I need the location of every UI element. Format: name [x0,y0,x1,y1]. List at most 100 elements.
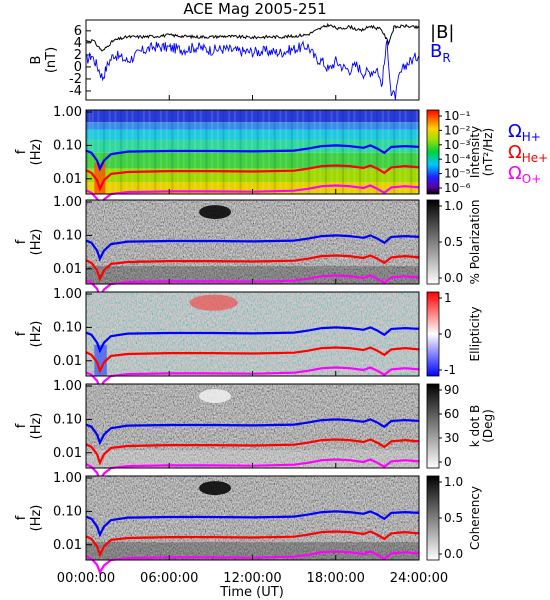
spectrogram-streak [347,110,350,194]
spectrogram-streak [364,110,367,194]
x-tick-label: 12:00:00 [223,571,281,586]
spec-ylabel-unit: (Hz) [29,505,44,532]
spectrogram-streak [307,110,310,194]
x-axis-label: Time (UT) [219,585,284,600]
colorbar-tick-label: 10⁻⁶ [444,181,471,195]
ion-legend: ΩH+ ΩHe+ ΩO+ [508,121,548,186]
spectrogram-panel-5: 1.00 0.10 0.01 f (Hz) 1.0 0.5 0.0 Coherency [14,471,482,575]
gyrofrequency-curve-heplus [85,164,420,192]
spec-ytick-label: 0.01 [53,262,82,277]
b-ylabel-unit: (nT) [44,47,59,73]
legend-oplus-symbol: Ω [508,163,522,184]
gyrofrequency-curve-heplus [85,254,420,282]
grayscale-blob [199,205,232,220]
legend-abs-b: |B| [430,22,454,43]
gyrofrequency-curve-heplus [85,438,420,466]
colorbar-tick-label: 60 [444,407,459,421]
spectrogram-streak [103,110,106,194]
spectrogram-streak [108,110,111,194]
colorbar-tick-label: 10⁻¹ [444,109,471,123]
spectrogram-streak [398,110,401,194]
spec-ytick-label: 0.01 [53,446,82,461]
colorbar-title: Ellipticity [468,307,482,362]
spectrogram-streak [279,110,282,194]
spec-ytick-label: 0.10 [53,138,82,153]
spectrogram-streak [393,110,396,194]
colorbar-tick-label: 30 [444,431,459,445]
spectrogram-streak [387,110,390,194]
spec-ytick-label: 1.00 [53,195,82,210]
legend-br-main: B [430,41,442,62]
spec-ytick-label: 1.00 [53,379,82,394]
spectrogram-streak [114,110,117,194]
legend-br: BR [430,41,451,65]
colorbar-title: k dot B [468,405,482,447]
x-tick-label: 18:00:00 [307,571,365,586]
spectrogram-streak [359,110,362,194]
gyrofrequency-curve-hplus [85,418,420,446]
gyrofrequency-curve-hplus [85,144,420,172]
spectrogram-streak [290,110,293,194]
b-ylabel-b: B [29,56,44,65]
colorbar [426,475,440,561]
legend-heplus: ΩHe+ [508,142,548,165]
spectrogram-panels: 1.000.100.01f (Hz)10⁻¹10⁻²10⁻³10⁻⁴10⁻⁵10⁻… [14,105,495,575]
spectrogram-streak [376,110,379,194]
spectrogram-band [86,129,419,140]
figure-title: ACE Mag 2005-251 [183,0,326,18]
x-tick-label: 00:00:00 [57,571,115,586]
colorbar-title: Intensity [468,126,482,178]
gyrofrequency-curve-hplus [85,234,420,262]
b-ytick-label: 0 [74,60,82,75]
spectrogram-streak [319,110,322,194]
spectrogram-streak [97,110,100,194]
colorbar-title: Coherency [468,486,482,550]
gyrofrequency-curve-oplus [85,550,420,575]
legend-hplus-symbol: Ω [508,121,522,142]
spectrogram-hot-patch [94,162,106,194]
spec-ylabel-f: f [14,331,29,336]
b-ytick-label: 4 [74,36,82,51]
spectrogram-streak [91,110,94,194]
spectrogram-streak [353,110,356,194]
colorbar-tick-label: 10⁻⁴ [444,152,471,166]
b-ytick-label: -4 [69,84,82,99]
spectrogram-band [86,122,419,130]
colorbar-tick-label: 10⁻⁵ [444,167,471,181]
colorbar-tick-label: 0 [444,327,452,341]
spec-ytick-label: 0.01 [53,172,82,187]
b-plot-frame [85,19,420,101]
gyrofrequency-curve-heplus [85,346,420,374]
spec-ylabel-f: f [14,423,29,428]
spec-ytick-label: 1.00 [53,105,82,120]
legend-hplus-sub: H+ [522,130,541,144]
colorbar [426,383,440,469]
gyrofrequency-curve-heplus [85,530,420,558]
spec-ytick-label: 0.10 [53,412,82,427]
legend-heplus-symbol: Ω [508,142,522,163]
spectrogram-band [86,110,419,123]
spec-ytick-label: 1.00 [53,287,82,302]
colorbar-tick-label: 0.0 [444,547,463,561]
colorbar-title: % Polarization [468,200,482,285]
time-axis: 00:00:00 06:00:00 12:00:00 18:00:00 24:00:00 [57,95,448,586]
colorbar-tick-label: 0 [444,455,452,469]
gyrofrequency-curve-hplus [85,326,420,354]
spectrogram-streak [302,110,305,194]
x-tick-label: 06:00:00 [140,571,198,586]
spec-ytick-label: 0.10 [53,320,82,335]
spectrogram-streak [336,110,339,194]
spectrogram-panel-1: 1.00 0.10 0.01 f (Hz) 10⁻¹10⁻²10⁻³10⁻⁴10⁻⁵10⁻… [14,105,495,209]
spectrogram-panel-4: 1.00 0.10 0.01 f (Hz) 90 60 30 0 k dot B (Deg) [14,379,495,483]
abs-b-series-line [85,22,420,52]
spec-ylabel-f: f [14,149,29,154]
spectrogram-streak [341,110,344,194]
spectrogram-band [86,182,419,194]
spec-ylabel-f: f [14,515,29,520]
spectrogram-streak [415,110,418,194]
legend-hplus: ΩH+ [508,121,541,144]
